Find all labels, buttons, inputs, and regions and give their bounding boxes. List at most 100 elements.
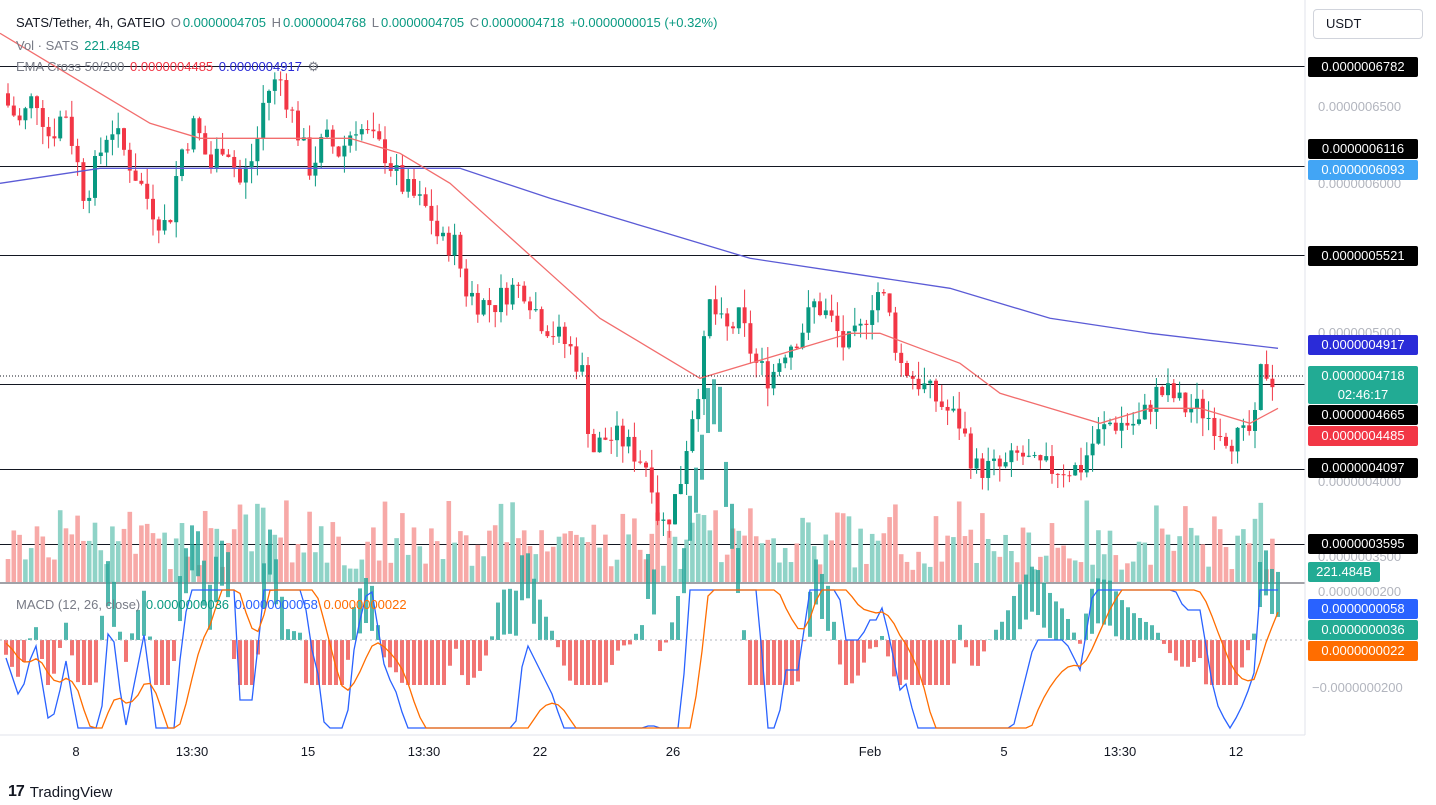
macd-label[interactable]: MACD (12, 26, close) bbox=[16, 597, 141, 612]
candle-body bbox=[1108, 422, 1112, 425]
volume-label[interactable]: Vol · SATS bbox=[16, 38, 79, 53]
volume-bar bbox=[34, 526, 40, 582]
volume-bar bbox=[794, 543, 800, 582]
ema-label[interactable]: EMA Cross 50/200 bbox=[16, 59, 125, 74]
candle-body bbox=[412, 179, 416, 196]
macd-hist-bar bbox=[400, 640, 404, 683]
symbol-title[interactable]: SATS/Tether, 4h, GATEIO bbox=[16, 15, 166, 30]
macd-hist-bar bbox=[832, 621, 836, 640]
macd-hist-bar bbox=[1264, 550, 1268, 596]
candle-body bbox=[968, 433, 973, 469]
volume-bar bbox=[655, 512, 660, 582]
settings-icon[interactable]: ⚙ bbox=[307, 59, 320, 74]
candle-body bbox=[574, 346, 579, 372]
volume-bar bbox=[904, 561, 910, 582]
macd-hist-bar bbox=[874, 640, 878, 648]
candle-body bbox=[557, 326, 561, 337]
macd-hist-bar bbox=[328, 640, 332, 685]
time-tick: 12 bbox=[1228, 744, 1244, 759]
volume-bar bbox=[324, 562, 330, 582]
macd-hist-bar bbox=[1000, 621, 1004, 640]
macd-hist-bar bbox=[136, 609, 140, 640]
candle-body bbox=[690, 419, 695, 452]
volume-bar bbox=[881, 533, 887, 582]
macd-hist-bar bbox=[1234, 640, 1238, 685]
volume-bar bbox=[307, 511, 312, 582]
volume-bar bbox=[829, 540, 834, 582]
candle-body bbox=[818, 301, 822, 316]
volume-bar bbox=[243, 514, 249, 582]
volume-bar bbox=[591, 524, 597, 582]
candle-body bbox=[731, 326, 735, 329]
volume-bar bbox=[40, 536, 46, 582]
volume-bar bbox=[521, 530, 527, 582]
volume-bar bbox=[1194, 535, 1200, 582]
volume-bar bbox=[1061, 545, 1066, 582]
volume-bar bbox=[1090, 564, 1095, 582]
time-tick: 5 bbox=[1000, 744, 1008, 759]
macd-hist-bar bbox=[1078, 640, 1082, 644]
volume-bar bbox=[661, 565, 666, 582]
macd-hist-bar bbox=[994, 629, 998, 640]
candle-body bbox=[1055, 473, 1060, 475]
volume-bar bbox=[603, 534, 608, 582]
volume-bar bbox=[249, 551, 254, 582]
volume-bar bbox=[121, 528, 127, 582]
branding[interactable]: 17 TradingView bbox=[8, 783, 112, 801]
volume-bar bbox=[289, 562, 295, 582]
macd-hist-bar bbox=[556, 640, 560, 648]
volume-bar bbox=[875, 540, 881, 582]
volume-bar bbox=[1067, 558, 1072, 582]
candle-body bbox=[655, 492, 660, 521]
candle-body bbox=[29, 96, 34, 109]
macd-hist-bar bbox=[742, 630, 746, 640]
volume-bar bbox=[504, 542, 510, 582]
macd-hist-bar bbox=[394, 640, 398, 673]
volume-bar bbox=[980, 513, 985, 582]
candle-body bbox=[104, 139, 109, 153]
candle-body bbox=[1171, 383, 1176, 399]
candle-body bbox=[644, 462, 648, 468]
volume-bar bbox=[23, 559, 28, 582]
candle-body bbox=[429, 205, 434, 221]
volume-bar bbox=[1229, 569, 1235, 582]
volume-bar bbox=[423, 563, 428, 582]
macd-hist-bar bbox=[1024, 574, 1028, 620]
candle-body bbox=[609, 439, 614, 441]
candle-body bbox=[1067, 475, 1072, 477]
volume-bar bbox=[110, 526, 115, 582]
macd-hist-bar bbox=[520, 555, 524, 601]
time-tick: Feb bbox=[858, 744, 882, 759]
volume-bar bbox=[666, 530, 672, 582]
volume-bar bbox=[539, 530, 544, 582]
volume-bar bbox=[1235, 535, 1240, 582]
currency-unit-button[interactable]: USDT bbox=[1313, 9, 1423, 39]
volume-bar bbox=[1206, 566, 1211, 582]
macd-hist-bar bbox=[1132, 613, 1136, 640]
macd-hist-bar bbox=[490, 636, 494, 640]
ema200-tag: 0.0000006093 bbox=[1308, 160, 1418, 180]
candle-body bbox=[417, 194, 422, 196]
volume-bar bbox=[28, 548, 34, 582]
macd-hist-bar bbox=[1120, 600, 1124, 640]
volume-bar bbox=[713, 510, 718, 582]
macd-hist-tag: 0.0000000036 bbox=[1308, 620, 1418, 640]
candle-body bbox=[1026, 455, 1031, 457]
candle-body bbox=[1189, 408, 1194, 413]
volume-bar bbox=[127, 511, 133, 582]
macd-hist-bar bbox=[718, 386, 722, 432]
candle-body bbox=[707, 299, 712, 337]
macd-hist-bar bbox=[166, 640, 170, 685]
volume-bar bbox=[278, 537, 283, 582]
volume-bar bbox=[63, 528, 69, 582]
macd-hist-bar bbox=[238, 640, 242, 685]
volume-bar bbox=[1032, 569, 1037, 582]
candle-body bbox=[1003, 462, 1008, 467]
macd-hist-bar bbox=[898, 640, 902, 685]
macd-hist-bar bbox=[796, 640, 800, 682]
volume-bar bbox=[336, 536, 341, 582]
volume-bar bbox=[649, 533, 655, 582]
volume-bar bbox=[1003, 534, 1008, 582]
volume-bar bbox=[371, 527, 376, 582]
